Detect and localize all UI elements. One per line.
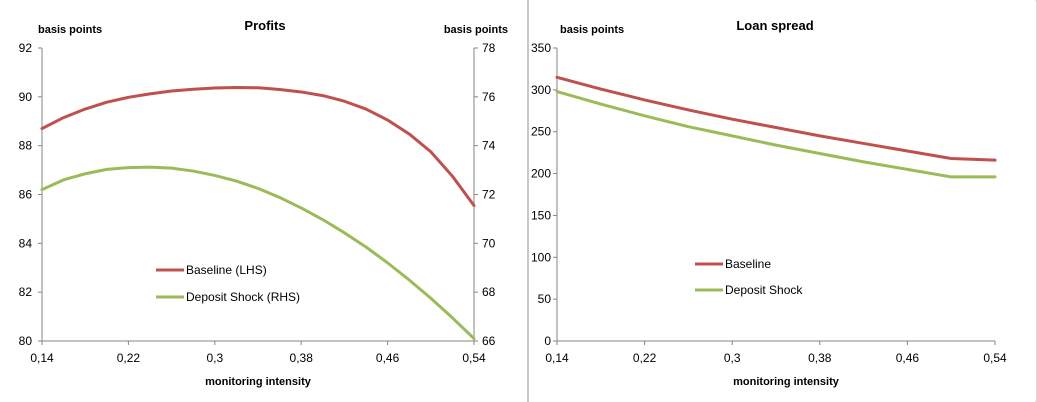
y-tick-label-right: 68 <box>482 285 496 299</box>
baseline-series-line <box>40 86 476 207</box>
x-tick-label: 0,3 <box>724 351 741 365</box>
y-axis-label: basis points <box>560 24 624 36</box>
x-tick-label: 0,38 <box>290 351 314 365</box>
y-tick-label-left: 82 <box>19 285 33 299</box>
y-tick-label: 200 <box>531 167 551 181</box>
chart-title: Loan spread <box>736 18 813 33</box>
y-tick-label-right: 66 <box>482 334 496 348</box>
profits-chart: Profits basis points basis points monitorin… <box>19 18 508 388</box>
x-tick-label: 0,22 <box>633 351 657 365</box>
x-tick-label: 0,46 <box>896 351 920 365</box>
legend-label: Deposit Shock <box>725 283 803 297</box>
x-tick-label: 0,3 <box>206 351 223 365</box>
y-tick-label-right: 76 <box>482 90 496 104</box>
y-axis-label-left: basis points <box>38 24 102 36</box>
y-tick-label-left: 92 <box>19 41 33 55</box>
legend-label: Baseline <box>725 257 771 271</box>
x-axis-label: monitoring intensity <box>733 376 840 388</box>
x-tick-label: 0,54 <box>983 351 1007 365</box>
y-tick-label-right: 74 <box>482 139 496 153</box>
x-tick-label: 0,38 <box>808 351 832 365</box>
y-tick-label-left: 80 <box>19 334 33 348</box>
deposit-shock-series-line <box>555 90 997 179</box>
y-tick-label-right: 78 <box>482 41 496 55</box>
y-tick-label: 100 <box>531 250 551 264</box>
y-tick-label-left: 88 <box>19 139 33 153</box>
x-tick-label: 0,54 <box>462 351 486 365</box>
legend-label: Deposit Shock (RHS) <box>186 290 300 304</box>
x-tick-label: 0,14 <box>30 351 54 365</box>
y-tick-label: 0 <box>544 334 551 348</box>
x-axis-label: monitoring intensity <box>205 376 312 388</box>
y-tick-label: 150 <box>531 208 551 222</box>
y-tick-label-left: 84 <box>19 236 33 250</box>
y-tick-label: 50 <box>538 292 552 306</box>
y-tick-label-right: 72 <box>482 188 496 202</box>
legend-label: Baseline (LHS) <box>186 263 267 277</box>
profits-chart-panel: Profits basis points basis points monitorin… <box>18 18 508 388</box>
x-tick-label: 0,46 <box>376 351 400 365</box>
y-tick-label-left: 86 <box>19 188 33 202</box>
baseline-series-line <box>555 75 997 162</box>
loan-spread-chart: Loan spread basis points monitoring intens… <box>531 18 1007 388</box>
y-tick-label: 250 <box>531 125 551 139</box>
deposit-shock-series-line <box>40 165 476 341</box>
chart-title: Profits <box>244 18 285 33</box>
x-tick-label: 0,22 <box>117 351 141 365</box>
y-axis-label-right: basis points <box>444 24 508 36</box>
y-tick-label-right: 70 <box>482 236 496 250</box>
y-tick-label-left: 90 <box>19 90 33 104</box>
panel-divider <box>527 0 529 402</box>
y-tick-label: 300 <box>531 83 551 97</box>
loan-spread-chart-panel: Loan spread basis points monitoring intens… <box>529 0 1035 402</box>
y-tick-label: 350 <box>531 41 551 55</box>
x-tick-label: 0,14 <box>545 351 569 365</box>
